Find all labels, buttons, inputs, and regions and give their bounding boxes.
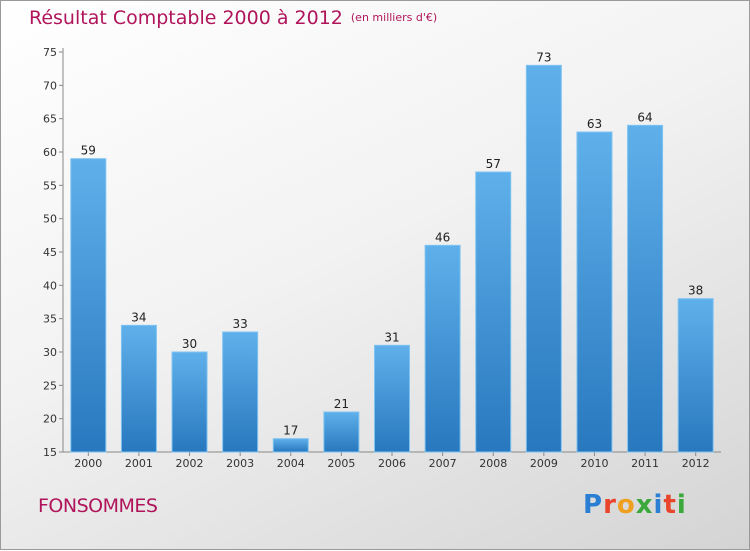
y-tick-label: 60 <box>43 146 57 159</box>
chart-title-text: Résultat Comptable 2000 à 2012 <box>29 7 343 29</box>
y-tick-label: 50 <box>43 213 57 226</box>
logo-letter: x <box>635 490 654 520</box>
data-label-2004: 17 <box>283 424 298 438</box>
place-name: FONSOMMES <box>38 495 158 517</box>
bar-2006 <box>374 344 410 453</box>
y-tick-label: 15 <box>43 446 57 459</box>
x-tick-label-2010: 2010 <box>580 457 608 470</box>
x-tick-label-2005: 2005 <box>327 457 355 470</box>
bar-2004 <box>272 438 309 453</box>
y-tick-label: 30 <box>43 346 57 359</box>
x-tick-label-2001: 2001 <box>125 457 153 470</box>
logo-letter: P <box>583 490 604 520</box>
data-label-2002: 30 <box>182 337 197 351</box>
bar-2009 <box>525 64 562 453</box>
bar-2011 <box>627 124 664 453</box>
data-label-2008: 57 <box>486 157 501 171</box>
x-tick-label-2002: 2002 <box>176 457 204 470</box>
y-tick-label: 20 <box>43 413 57 426</box>
data-label-2010: 63 <box>587 117 602 131</box>
y-tick-label: 70 <box>43 79 57 92</box>
x-tick-label-2006: 2006 <box>378 457 406 470</box>
bar-2010 <box>576 131 613 453</box>
y-tick-label: 25 <box>43 379 57 392</box>
chart-subtitle: (en milliers d'€) <box>350 11 438 24</box>
x-tick-label-2000: 2000 <box>74 457 102 470</box>
bar-2007 <box>424 244 461 453</box>
x-tick-label-2012: 2012 <box>682 457 710 470</box>
x-tick-label-2003: 2003 <box>226 457 254 470</box>
data-label-2001: 34 <box>131 310 146 324</box>
data-label-2009: 73 <box>536 50 551 64</box>
x-tick-label-2009: 2009 <box>530 457 558 470</box>
bar-2000 <box>70 158 107 453</box>
bar-2001 <box>120 324 157 453</box>
x-tick-label-2008: 2008 <box>479 457 507 470</box>
data-label-2012: 38 <box>688 284 703 298</box>
logo-letter: r <box>603 490 617 520</box>
logo-letter: i <box>653 490 664 520</box>
bar-2005 <box>323 411 360 453</box>
bar-2008 <box>475 171 512 453</box>
data-label-2005: 21 <box>334 397 349 411</box>
bar-2003 <box>222 331 259 453</box>
logo-letter: t <box>663 490 677 520</box>
proxiti-logo: Proxiti <box>583 490 687 520</box>
x-tick-label-2004: 2004 <box>277 457 305 470</box>
y-tick-label: 55 <box>43 179 57 192</box>
data-label-2007: 46 <box>435 230 450 244</box>
y-tick-label: 45 <box>43 246 57 259</box>
bar-2002 <box>171 351 208 453</box>
y-tick-label: 35 <box>43 313 57 326</box>
y-tick-label: 75 <box>43 46 57 59</box>
y-tick-label: 65 <box>43 113 57 126</box>
x-tick-label-2007: 2007 <box>429 457 457 470</box>
data-label-2003: 33 <box>233 317 248 331</box>
x-tick-label-2011: 2011 <box>631 457 659 470</box>
data-label-2011: 64 <box>637 110 652 124</box>
logo-letter: i <box>676 490 687 520</box>
bar-2012 <box>677 298 714 453</box>
data-label-2006: 31 <box>384 330 399 344</box>
data-label-2000: 59 <box>81 144 96 158</box>
logo-letter: o <box>616 490 636 520</box>
chart-title: Résultat Comptable 2000 à 2012 (en millie… <box>29 7 437 29</box>
y-tick-label: 40 <box>43 279 57 292</box>
